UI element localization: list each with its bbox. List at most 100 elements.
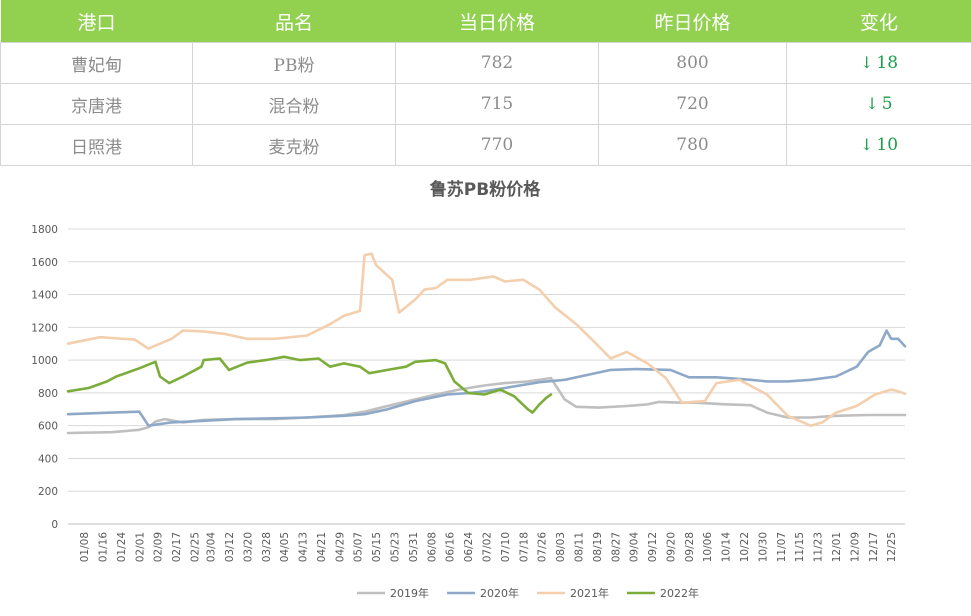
- cell-product: PB粉: [192, 42, 396, 84]
- x-tick-label: 06/16: [445, 532, 457, 563]
- cell-port: 京唐港: [0, 83, 193, 125]
- x-tick-label: 06/08: [426, 532, 438, 562]
- series-line-2: [66, 252, 907, 428]
- x-tick-label: 02/25: [189, 532, 201, 562]
- y-tick-label: 1800: [31, 224, 58, 236]
- table-row: 日照港 麦克粉 770 780 ↓ 10: [0, 124, 971, 166]
- legend-label: 2020年: [480, 586, 519, 600]
- x-tick-label: 04/05: [279, 532, 291, 562]
- x-tick-label: 12/09: [849, 532, 861, 562]
- cell-port: 日照港: [0, 124, 193, 166]
- x-tick-label: 08/03: [555, 532, 567, 562]
- cell-today-price: 782: [395, 42, 599, 84]
- down-arrow-icon: ↓: [865, 94, 879, 113]
- change-value: 18: [876, 53, 899, 73]
- cell-today-price: 770: [395, 124, 599, 166]
- cell-port: 曹妃甸: [0, 42, 193, 84]
- x-tick-label: 08/27: [610, 532, 622, 562]
- x-tick-label: 03/20: [242, 532, 254, 562]
- x-tick-label: 02/09: [153, 532, 165, 562]
- x-tick-label: 12/25: [886, 532, 898, 562]
- x-tick-label: 09/04: [629, 532, 641, 563]
- y-tick-label: 400: [38, 453, 58, 465]
- legend-label: 2019年: [390, 586, 429, 600]
- change-value: 5: [881, 94, 893, 114]
- down-arrow-icon: ↓: [859, 135, 874, 154]
- header-port: 港口: [0, 0, 193, 43]
- x-tick-label: 09/20: [665, 532, 677, 562]
- x-tick-label: 04/21: [316, 532, 328, 562]
- series-line-3: [66, 355, 553, 414]
- cell-product: 混合粉: [192, 83, 396, 125]
- x-tick-label: 08/11: [573, 532, 585, 562]
- x-tick-label: 04/29: [334, 532, 346, 562]
- x-tick-label: 09/28: [684, 532, 696, 562]
- x-tick-label: 03/04: [206, 532, 218, 563]
- y-tick-label: 1600: [31, 257, 58, 269]
- header-change: 变化: [786, 0, 971, 43]
- x-tick-label: 05/31: [408, 532, 420, 562]
- x-tick-label: 07/26: [537, 532, 549, 563]
- cell-change: ↓ 5: [786, 83, 971, 125]
- x-tick-label: 11/23: [813, 532, 825, 562]
- cell-yesterday-price: 780: [598, 124, 787, 166]
- x-tick-label: 01/24: [116, 532, 128, 563]
- y-tick-label: 1000: [31, 355, 58, 367]
- cell-change: ↓ 10: [786, 124, 971, 166]
- x-tick-label: 10/30: [757, 532, 769, 562]
- x-tick-label: 07/02: [482, 532, 494, 562]
- table-row: 京唐港 混合粉 715 720 ↓ 5: [0, 83, 971, 125]
- cell-change: ↓ 18: [786, 42, 971, 84]
- header-today-price: 当日价格: [395, 0, 599, 43]
- table-header-row: 港口 品名 当日价格 昨日价格 变化: [0, 0, 971, 43]
- down-arrow-icon: ↓: [859, 53, 874, 72]
- y-tick-label: 0: [51, 519, 58, 531]
- x-tick-label: 07/18: [518, 532, 530, 562]
- x-tick-label: 04/13: [298, 532, 310, 562]
- x-tick-label: 11/15: [794, 532, 806, 562]
- axis-layer: 0 200 400 600 800 1000 1200 1400 1600 1800 01/08 01…: [31, 224, 898, 562]
- cell-product: 麦克粉: [192, 124, 396, 166]
- x-tick-label: 05/07: [353, 532, 365, 562]
- header-product: 品名: [192, 0, 396, 43]
- x-tick-label: 06/24: [463, 532, 475, 563]
- cell-today-price: 715: [395, 83, 599, 125]
- cell-yesterday-price: 800: [598, 42, 787, 84]
- x-tick-label: 02/01: [134, 532, 146, 562]
- y-tick-label: 800: [38, 388, 58, 400]
- x-tick-label: 10/14: [721, 532, 733, 563]
- change-value: 10: [876, 135, 899, 155]
- price-table: 港口 品名 当日价格 昨日价格 变化 曹妃甸 PB粉 782 800 ↓ 18 京…: [0, 0, 971, 166]
- x-tick-label: 01/08: [79, 532, 91, 562]
- grid-layer: [68, 228, 905, 525]
- x-tick-label: 10/06: [702, 532, 714, 563]
- header-yesterday-price: 昨日价格: [598, 0, 787, 43]
- x-tick-label: 05/15: [371, 532, 383, 562]
- y-tick-label: 1400: [31, 290, 58, 302]
- x-tick-label: 07/10: [500, 532, 512, 562]
- x-tick-label: 12/17: [868, 532, 880, 562]
- x-tick-label: 02/17: [171, 532, 183, 562]
- legend: 2019年 2020年 2021年 2022年: [357, 586, 699, 600]
- x-tick-label: 11/07: [776, 532, 788, 562]
- x-tick-label: 08/19: [592, 532, 604, 562]
- price-line-chart: 鲁苏PB粉价格 0 200 400 600 800 1000 1200 1400 1600 180…: [0, 166, 971, 616]
- x-tick-label: 09/12: [647, 532, 659, 562]
- x-tick-label: 01/16: [97, 532, 109, 563]
- cell-yesterday-price: 720: [598, 83, 787, 125]
- chart-title: 鲁苏PB粉价格: [430, 179, 541, 200]
- x-tick-label: 12/01: [831, 532, 843, 562]
- x-tick-label: 10/22: [739, 532, 751, 562]
- legend-label: 2021年: [570, 586, 609, 600]
- y-tick-label: 200: [38, 486, 58, 498]
- x-tick-label: 05/23: [390, 532, 402, 562]
- y-tick-label: 600: [38, 421, 58, 433]
- chart-svg: 鲁苏PB粉价格 0 200 400 600 800 1000 1200 1400 1600 180…: [31, 179, 907, 600]
- series-layer: [66, 252, 907, 435]
- x-tick-label: 03/12: [224, 532, 236, 562]
- legend-label: 2022年: [660, 586, 699, 600]
- table-row: 曹妃甸 PB粉 782 800 ↓ 18: [0, 42, 971, 84]
- x-tick-label: 03/28: [261, 532, 273, 562]
- y-tick-label: 1200: [31, 322, 58, 334]
- series-line-1: [66, 329, 907, 428]
